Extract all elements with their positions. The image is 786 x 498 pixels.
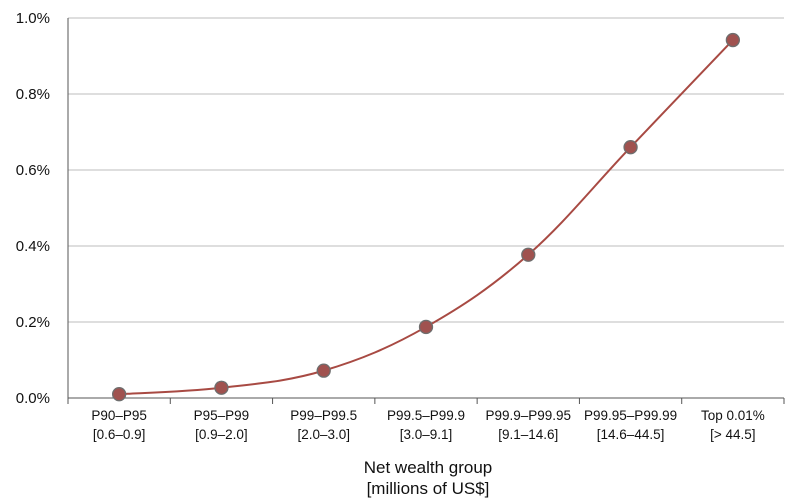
x-tick-range-label: [> 44.5] <box>710 427 755 442</box>
series-line <box>119 39 734 396</box>
x-tick-label: P99.9–P99.95 <box>485 408 571 423</box>
x-axis: P90–P95 [0.6–0.9] P95–P99 [0.9–2.0] P99–P99.… <box>67 18 785 442</box>
data-point <box>418 319 434 335</box>
x-axis-subtitle: [millions of US$] <box>367 479 490 498</box>
x-tick-label: P99.95–P99.99 <box>584 408 677 423</box>
data-point <box>521 247 536 262</box>
y-tick-label: 0.4% <box>16 238 50 255</box>
grid-lines <box>68 17 784 399</box>
x-tick-range-label: [2.0–3.0] <box>297 427 350 442</box>
y-tick-label: 0.2% <box>16 314 50 331</box>
data-point <box>111 387 127 402</box>
data-point <box>214 380 229 395</box>
x-axis-title: Net wealth group <box>364 458 493 477</box>
y-tick-label: 0.0% <box>16 390 50 407</box>
x-tick-range-label: [0.6–0.9] <box>93 427 146 442</box>
data-points <box>111 32 741 402</box>
y-tick-label: 1.0% <box>16 10 50 27</box>
series-line-group <box>119 39 734 396</box>
y-axis-ticks: 0.0% 0.2% 0.4% 0.6% 0.8% 1.0% <box>16 10 50 407</box>
x-tick-range-label: [3.0–9.1] <box>400 427 453 442</box>
x-tick-range-label: [9.1–14.6] <box>498 427 558 442</box>
y-tick-label: 0.6% <box>16 162 50 179</box>
data-point <box>316 363 331 378</box>
x-tick-label: Top 0.01% <box>701 408 765 423</box>
x-tick-label: P90–P95 <box>91 408 147 423</box>
x-tick-label: P99.5–P99.9 <box>387 408 465 423</box>
data-point <box>623 140 638 155</box>
x-tick-label: P95–P99 <box>194 408 250 423</box>
y-tick-label: 0.8% <box>16 86 50 103</box>
x-tick-label: P99–P99.5 <box>290 408 357 423</box>
x-tick-range-label: [0.9–2.0] <box>195 427 248 442</box>
data-point <box>725 32 741 48</box>
x-tick-range-label: [14.6–44.5] <box>597 427 665 442</box>
